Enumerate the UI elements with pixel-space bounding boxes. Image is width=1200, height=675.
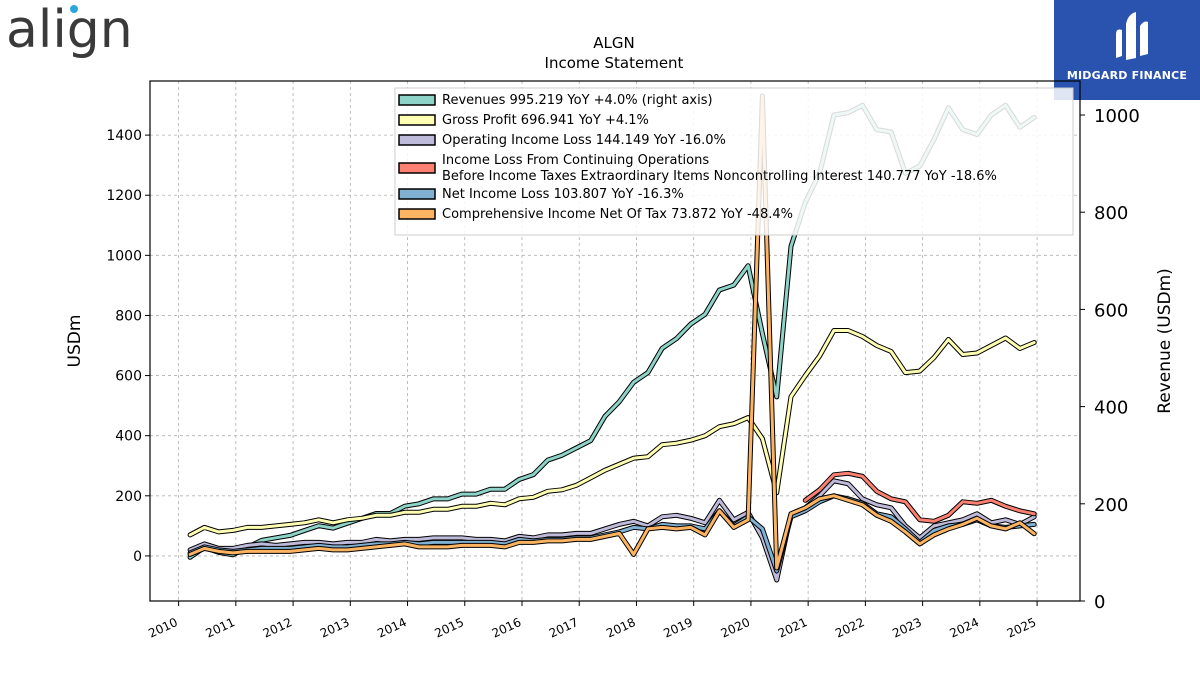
legend-label: Operating Income Loss 144.149 YoY -16.0% xyxy=(442,133,726,148)
x-tick-label: 2010 xyxy=(146,615,180,641)
legend-swatch xyxy=(398,208,436,220)
legend-label: Revenues 995.219 YoY +4.0% (right axis) xyxy=(442,93,713,108)
x-tick-label: 2022 xyxy=(833,615,867,641)
x-tick-label: 2012 xyxy=(261,615,295,641)
x-axis: 2010 2011 2012 2013 2014 2015 2016 2017 2018 2019… xyxy=(146,601,1038,641)
legend-label: Comprehensive Income Net Of Tax 73.872 Y… xyxy=(442,207,793,222)
y-tick-label: 1400 xyxy=(106,128,142,144)
series-line xyxy=(188,329,1036,537)
midgard-logo-icon xyxy=(1116,12,1148,60)
series-2 xyxy=(187,478,1037,583)
y-axis-label: USDm xyxy=(65,315,85,368)
legend-label: Income Loss From Continuing Operations xyxy=(442,153,709,168)
legend-item: Revenues 995.219 YoY +4.0% (right axis) xyxy=(398,93,713,108)
series-3 xyxy=(802,470,1037,524)
x-tick-label: 2025 xyxy=(1005,615,1039,641)
legend-item: Net Income Loss 103.807 YoY -16.3% xyxy=(398,187,684,202)
badge-text: MIDGARD FINANCE xyxy=(1066,69,1188,82)
y-tick-label: 0 xyxy=(133,549,142,565)
x-tick-label: 2023 xyxy=(890,615,924,641)
series-line xyxy=(188,94,1036,570)
legend-frame xyxy=(394,87,1074,236)
legend-item: Comprehensive Income Net Of Tax 73.872 Y… xyxy=(398,207,793,222)
x-tick-label: 2017 xyxy=(547,615,581,641)
x-tick-label: 2011 xyxy=(204,615,238,641)
legend-swatch xyxy=(398,162,436,174)
series-1 xyxy=(187,328,1037,538)
x-tick-label: 2014 xyxy=(375,615,409,641)
chart-subtitle: Income Statement xyxy=(545,54,684,72)
x-tick-label: 2021 xyxy=(776,615,810,641)
legend-item: Gross Profit 696.941 YoY +4.1% xyxy=(398,113,649,128)
left-axis: 0 200 400 600 800 1000 1200 1400 xyxy=(106,128,150,565)
y-tick-label: 600 xyxy=(115,369,142,385)
legend-label: Gross Profit 696.941 YoY +4.1% xyxy=(442,113,649,128)
logo-text: align xyxy=(6,0,133,60)
legend-swatch xyxy=(398,94,436,106)
y-tick-label-right: 800 xyxy=(1094,203,1128,224)
logo-dot xyxy=(70,5,78,13)
y-tick-label: 1000 xyxy=(106,248,142,264)
right-axis: 0 200 400 600 800 1000 xyxy=(1080,106,1140,613)
legend-label: Net Income Loss 103.807 YoY -16.3% xyxy=(442,187,684,202)
x-tick-label: 2024 xyxy=(948,615,982,641)
legend-swatch xyxy=(398,188,436,200)
align-logo: align xyxy=(6,0,133,60)
legend-item: Income Loss From Continuing OperationsBe… xyxy=(398,153,997,184)
x-tick-label: 2019 xyxy=(661,615,695,641)
plot-frame xyxy=(149,80,1081,602)
legend-item: Operating Income Loss 144.149 YoY -16.0% xyxy=(398,133,726,148)
x-tick-label: 2015 xyxy=(432,615,466,641)
midgard-finance-badge: MIDGARD FINANCE xyxy=(1054,0,1200,100)
chart-title: ALGN xyxy=(593,34,634,52)
x-tick-label: 2018 xyxy=(604,615,638,641)
y-axis-label-right: Revenue (USDm) xyxy=(1155,268,1175,414)
series-line xyxy=(803,471,1036,523)
y-tick-label: 200 xyxy=(115,489,142,505)
legend-swatch xyxy=(398,134,436,146)
y-tick-label-right: 0 xyxy=(1094,592,1105,613)
y-tick-label-right: 1000 xyxy=(1094,106,1140,127)
legend-swatch xyxy=(398,114,436,126)
x-tick-label: 2013 xyxy=(318,615,352,641)
legend: Revenues 995.219 YoY +4.0% (right axis) G… xyxy=(394,87,1074,236)
y-tick-label: 400 xyxy=(115,429,142,445)
y-tick-label: 1200 xyxy=(106,188,142,204)
series-5 xyxy=(187,93,1037,571)
x-tick-label: 2016 xyxy=(490,615,524,641)
x-tick-label: 2020 xyxy=(719,615,753,641)
y-tick-label-right: 400 xyxy=(1094,398,1128,419)
y-tick-label: 800 xyxy=(115,308,142,324)
y-tick-label-right: 600 xyxy=(1094,300,1128,321)
series-line xyxy=(188,479,1036,582)
y-tick-label-right: 200 xyxy=(1094,495,1128,516)
legend-label: Before Income Taxes Extraordinary Items … xyxy=(442,169,997,184)
